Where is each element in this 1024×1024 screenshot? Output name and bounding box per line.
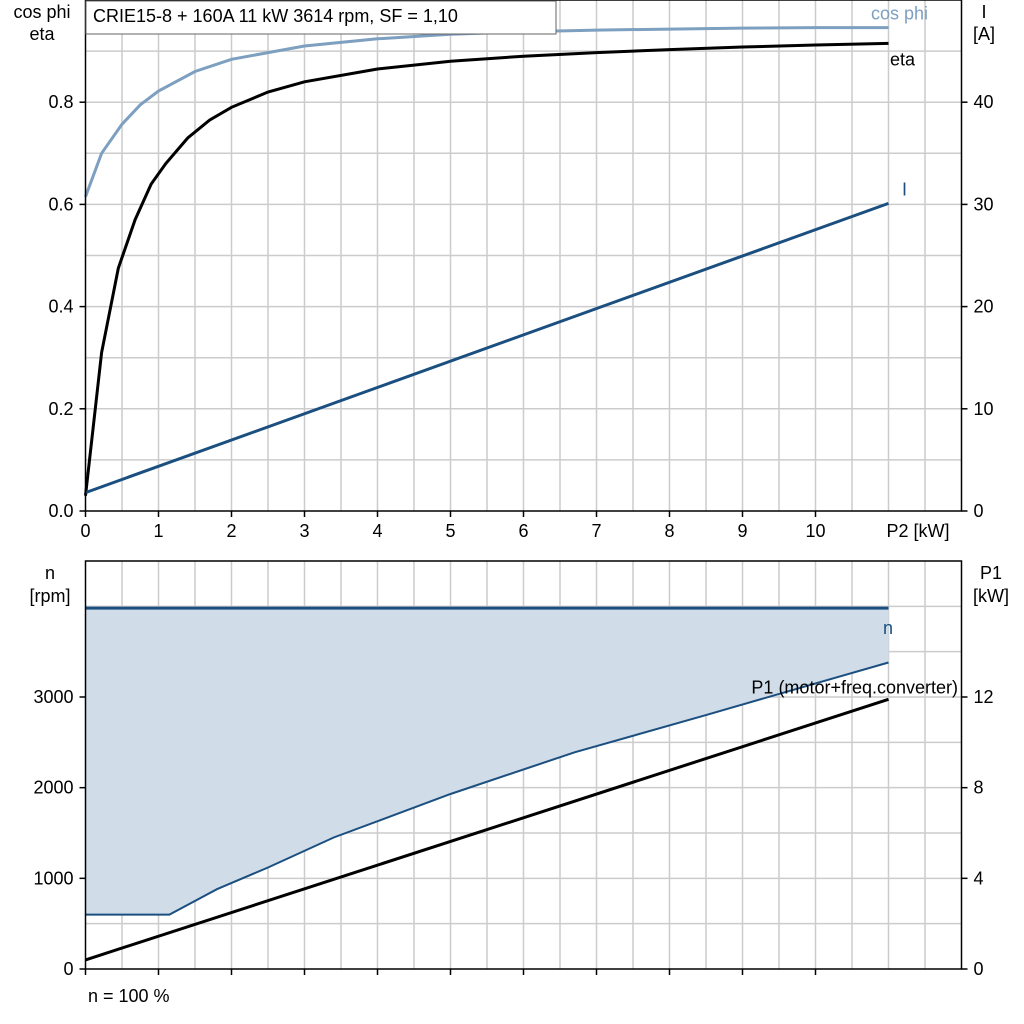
- p1-series-label: P1 (motor+freq.converter): [751, 677, 958, 697]
- x-axis-title: P2 [kW]: [886, 521, 949, 541]
- y-right-tick-label: 12: [974, 687, 994, 707]
- y-left-tick-label: 0: [63, 959, 73, 979]
- y-right-axis-title: [A]: [973, 24, 995, 44]
- y-right-axis-title: [kW]: [973, 586, 1009, 606]
- y-right-tick-label: 8: [974, 778, 984, 798]
- x-tick-label: 6: [518, 521, 528, 541]
- x-tick-label: 1: [153, 521, 163, 541]
- y-left-tick-label: 0.6: [48, 194, 73, 214]
- y-left-tick-label: 0.8: [48, 92, 73, 112]
- eta-series-label: eta: [890, 49, 916, 69]
- top-grid: [85, 0, 962, 511]
- y-left-tick-label: 1000: [33, 868, 73, 888]
- y-right-tick-label: 10: [974, 399, 994, 419]
- y-left-tick-label: 2000: [33, 778, 73, 798]
- eta-line: [84, 41, 889, 496]
- y-right-tick-label: 40: [974, 92, 994, 112]
- y-left-axis-title: cos phi: [13, 2, 70, 22]
- y-left-axis-title: eta: [29, 24, 55, 44]
- current-series-label: I: [902, 179, 907, 199]
- cos-phi-series-label: cos phi: [871, 4, 928, 24]
- chart-title: CRIE15-8 + 160A 11 kW 3614 rpm, SF = 1,1…: [93, 6, 458, 26]
- x-tick-label: 10: [805, 521, 825, 541]
- y-left-tick-label: 3000: [33, 687, 73, 707]
- y-left-axis-title: [rpm]: [29, 586, 70, 606]
- y-right-tick-label: 20: [974, 297, 994, 317]
- p1-line: [85, 697, 889, 962]
- y-right-tick-label: 4: [974, 868, 984, 888]
- x-tick-label: 5: [445, 521, 455, 541]
- title-box: [85, 0, 557, 35]
- x-tick-label: 8: [664, 521, 674, 541]
- y-right-axis-title: P1: [980, 563, 1002, 583]
- y-left-tick-label: 0.2: [48, 399, 73, 419]
- footer-note: n = 100 %: [88, 986, 170, 1006]
- y-left-tick-label: 0.0: [48, 501, 73, 521]
- min-speed-line: [85, 661, 889, 916]
- y-right-tick-label: 0: [974, 501, 984, 521]
- y-right-axis-title: I: [981, 2, 986, 22]
- x-tick-label: 9: [737, 521, 747, 541]
- x-tick-label: 4: [372, 521, 382, 541]
- y-right-tick-label: 30: [974, 194, 994, 214]
- x-tick-label: 0: [80, 521, 90, 541]
- x-tick-label: 2: [226, 521, 236, 541]
- top-axes: 0 1 2 3 4 5 6 7 8 9 10 0.0 0.2 0.4 0.6 0.8 0 10 20 30 40 cos …: [13, 2, 995, 541]
- x-tick-label: 3: [299, 521, 309, 541]
- y-left-tick-label: 0.4: [48, 297, 73, 317]
- speed-range-area: [85, 608, 889, 915]
- bottom-plot-area: [85, 606, 889, 962]
- x-tick-label: 7: [591, 521, 601, 541]
- cos-phi-line: [84, 26, 889, 198]
- current-line: [84, 201, 890, 495]
- top-plot-area: [84, 26, 890, 496]
- y-right-tick-label: 0: [974, 959, 984, 979]
- bottom-axes: 0 1000 2000 3000 0 4 8 12 n P1 (motor+freq.conver…: [29, 563, 1009, 979]
- speed-series-label: n: [883, 618, 893, 638]
- y-left-axis-title: n: [45, 563, 55, 583]
